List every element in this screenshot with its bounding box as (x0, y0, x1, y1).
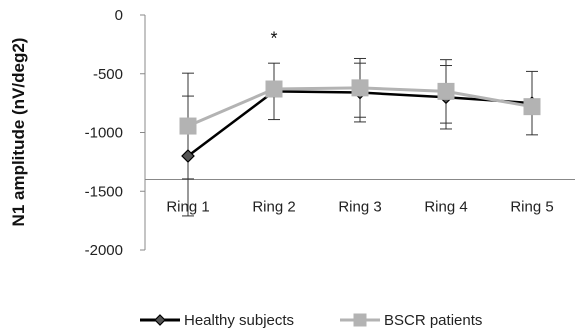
x-tick-label: Ring 5 (510, 199, 553, 216)
y-tick-label: 0 (115, 7, 123, 24)
data-point-square (437, 82, 455, 100)
y-tick-label: -2000 (85, 242, 123, 259)
x-tick-label: Ring 3 (338, 199, 381, 216)
y-axis: 0 -500 -1000 -1500 -2000 (85, 7, 146, 259)
x-tick-label: Ring 4 (424, 199, 467, 216)
series-markers (179, 79, 541, 163)
legend-label: BSCR patients (384, 312, 482, 329)
data-point-square (523, 98, 541, 116)
data-point-diamond (154, 314, 166, 326)
data-point-square (351, 79, 369, 97)
y-tick-label: -1000 (85, 125, 123, 142)
x-tick-label: Ring 2 (252, 199, 295, 216)
y-axis-label: N1 amplitude (nV/deg2) (9, 38, 28, 227)
annotations: * (270, 29, 277, 49)
x-axis: Ring 1 Ring 2 Ring 3 Ring 4 Ring 5 (145, 179, 575, 216)
y-tick-label: -500 (93, 66, 123, 83)
legend: Healthy subjects BSCR patients (140, 312, 482, 329)
data-point-square (265, 80, 283, 98)
data-point-diamond (181, 149, 195, 163)
data-point-square (179, 117, 197, 135)
legend-label: Healthy subjects (184, 312, 294, 329)
data-point-square (353, 313, 367, 327)
y-tick-label: -1500 (85, 183, 123, 200)
significance-marker: * (270, 29, 277, 49)
